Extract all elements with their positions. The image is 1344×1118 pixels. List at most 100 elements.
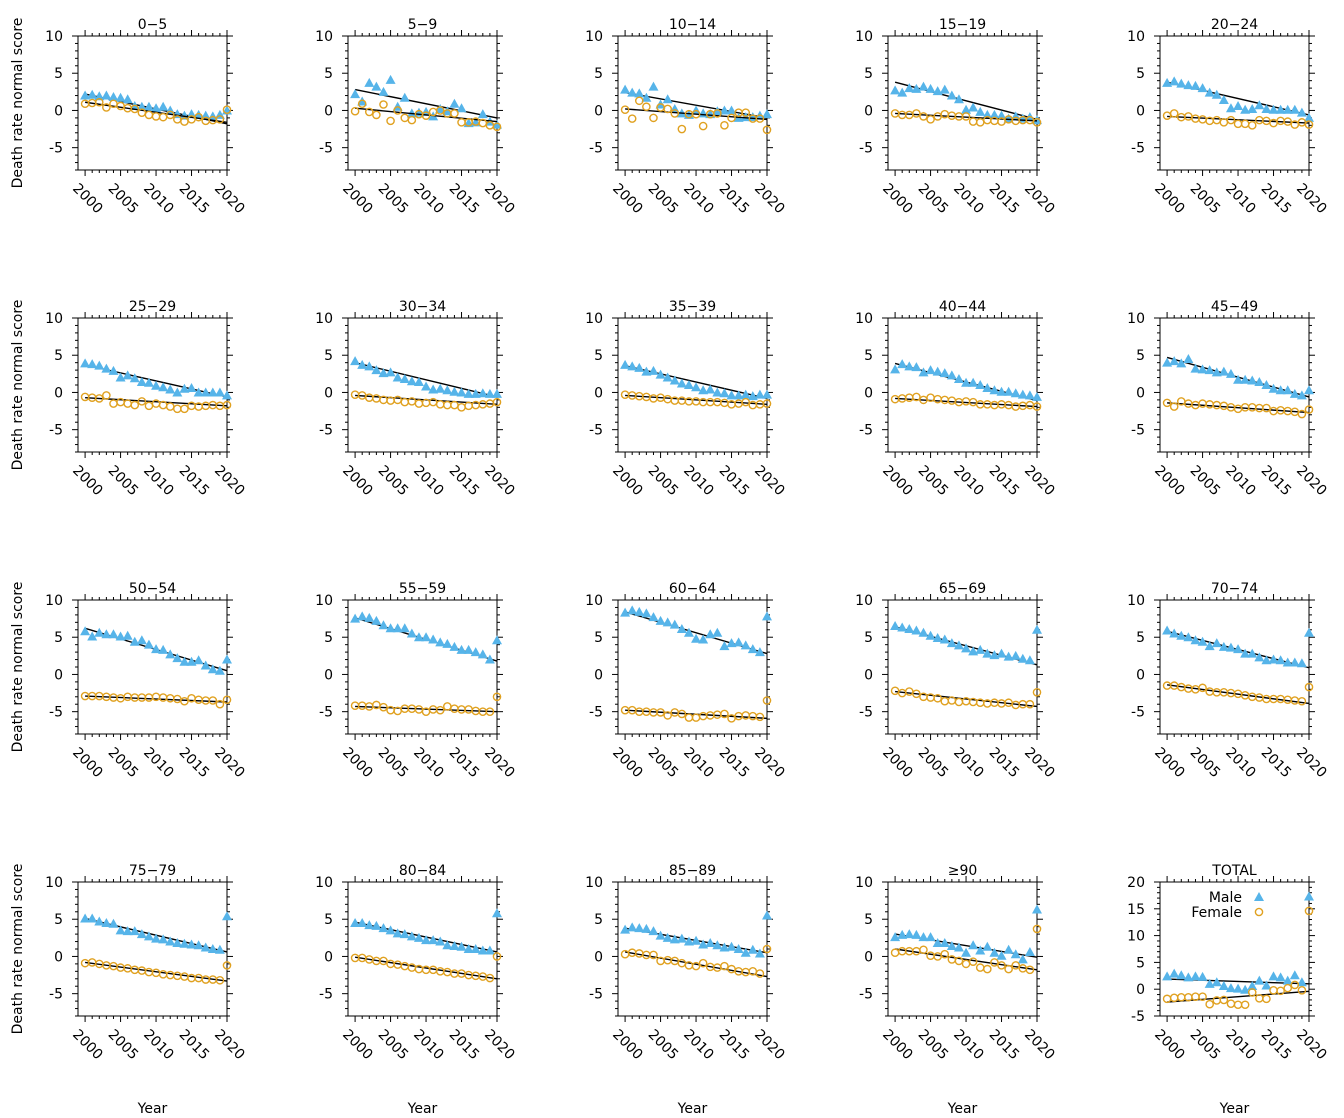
point-male: [925, 932, 936, 942]
x-tick-label: 2000: [339, 181, 376, 218]
point-male: [385, 925, 396, 935]
point-female: [890, 948, 900, 958]
point-female: [492, 692, 502, 702]
point-male: [371, 365, 382, 375]
point-male: [435, 936, 446, 946]
point-male: [655, 930, 666, 940]
point-male: [371, 615, 382, 625]
point-female: [1247, 121, 1257, 130]
point-female: [457, 118, 466, 127]
point-male: [641, 608, 652, 618]
point-male: [143, 377, 154, 387]
y-tick-label: -5: [49, 423, 63, 439]
x-tick-label: 2015: [1258, 181, 1295, 218]
plot-frame: [887, 599, 1038, 735]
point-male: [953, 640, 964, 650]
point-female: [698, 397, 708, 407]
x-tick-label: 2005: [1187, 181, 1224, 218]
point-female: [649, 113, 658, 123]
point-male: [449, 641, 460, 651]
y-axis-label: Death rate normal score: [10, 864, 26, 1035]
point-male: [719, 641, 730, 651]
point-female: [897, 110, 907, 120]
y-tick-label: 10: [1127, 29, 1145, 45]
point-male: [1162, 357, 1173, 367]
point-male: [193, 387, 204, 397]
point-female: [947, 396, 957, 405]
x-tick-label: 2005: [915, 1027, 952, 1064]
legend-male-label: Male: [1209, 890, 1242, 906]
point-female: [762, 696, 772, 705]
point-male: [740, 947, 751, 957]
x-tick-label: 2015: [1258, 1027, 1295, 1064]
point-male: [470, 388, 481, 398]
point-male: [1296, 390, 1307, 400]
point-female: [109, 399, 118, 408]
point-female: [492, 952, 502, 961]
point-female: [691, 961, 701, 971]
point-male: [1275, 104, 1286, 114]
y-tick-label: 10: [855, 593, 873, 609]
y-tick-label: 0: [324, 949, 333, 965]
point-male: [1183, 972, 1194, 982]
y-tick-label: 10: [855, 311, 873, 327]
point-male: [1218, 95, 1229, 105]
y-tick-label: 5: [1136, 955, 1145, 971]
point-female: [102, 391, 111, 400]
point-male: [108, 629, 119, 639]
point-female: [485, 973, 495, 983]
point-male: [1261, 380, 1272, 389]
y-tick-label: 0: [1136, 385, 1145, 401]
plot-frame: [617, 317, 768, 453]
y-tick-label: 10: [1127, 593, 1145, 609]
point-male: [442, 638, 453, 648]
point-male: [1190, 971, 1201, 981]
point-male: [87, 89, 98, 99]
point-male: [890, 364, 901, 374]
point-male: [172, 653, 183, 663]
point-female: [222, 400, 232, 410]
point-female: [464, 705, 473, 714]
point-male: [1261, 655, 1272, 665]
point-male: [484, 945, 495, 955]
point-female: [144, 967, 154, 977]
fit-line-female: [895, 112, 1038, 122]
point-male: [669, 375, 680, 385]
point-female: [407, 963, 417, 972]
fit-line-female: [624, 951, 768, 978]
point-male: [946, 941, 957, 951]
point-female: [1025, 965, 1035, 975]
point-female: [649, 950, 658, 960]
point-female: [1297, 985, 1307, 995]
point-male: [1197, 971, 1208, 981]
point-male: [94, 627, 105, 637]
x-tick-label: 2000: [879, 463, 916, 500]
y-tick-label: -5: [589, 987, 603, 1003]
x-tick-label: 2000: [609, 1027, 646, 1064]
point-male: [1197, 636, 1208, 646]
y-tick-label: 5: [864, 630, 873, 646]
fit-line-female: [85, 695, 228, 703]
point-male: [627, 605, 638, 615]
point-female: [912, 392, 921, 402]
point-male: [932, 366, 943, 376]
x-tick-label: 2000: [339, 745, 376, 782]
point-female: [705, 397, 715, 407]
point-male: [648, 926, 659, 936]
point-male: [115, 92, 126, 102]
x-tick-label: 2010: [140, 745, 177, 782]
point-male: [428, 384, 439, 394]
y-tick-label: 5: [324, 348, 333, 364]
panel-title: 10−14: [669, 17, 716, 33]
point-female: [1212, 115, 1222, 125]
point-male: [1176, 358, 1187, 368]
point-female: [1304, 906, 1314, 916]
point-female: [649, 394, 658, 403]
panel-title: 75−79: [129, 863, 176, 879]
point-female: [691, 397, 701, 406]
x-tick-label: 2010: [1222, 745, 1259, 782]
